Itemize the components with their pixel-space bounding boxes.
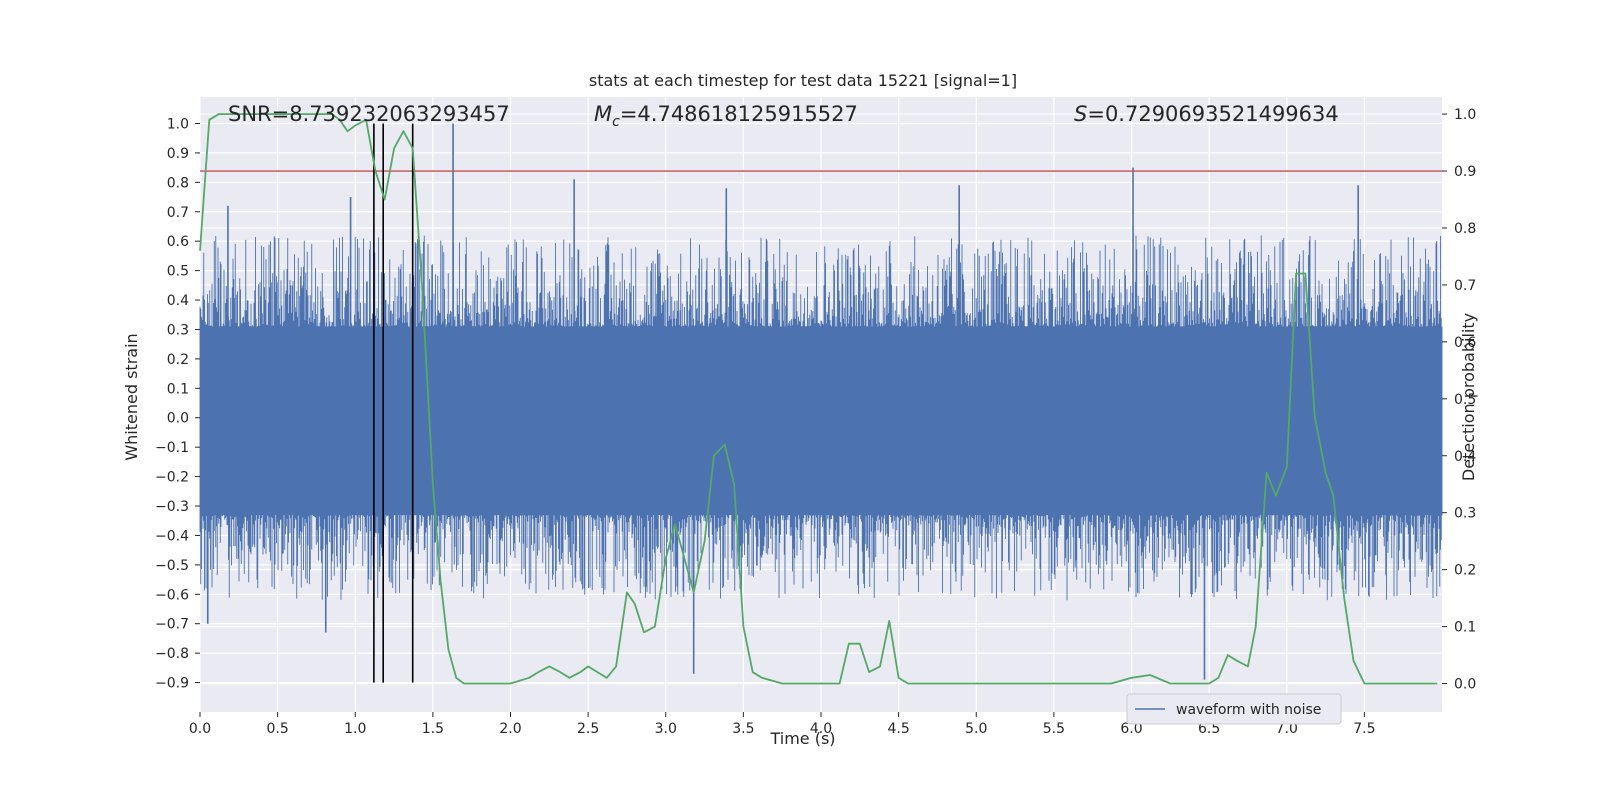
x-tick-label: 4.0 bbox=[810, 721, 832, 737]
y2-tick-label: 0.6 bbox=[1454, 335, 1476, 351]
chirp-mass-subscript: c bbox=[612, 114, 620, 130]
s-symbol: S bbox=[1074, 102, 1087, 126]
x-tick-label: 2.5 bbox=[577, 721, 599, 737]
y-tick-label: −0.1 bbox=[155, 440, 189, 456]
y-tick-label: 1.0 bbox=[167, 116, 189, 132]
snr-annotation: SNR=8.739232063293457 bbox=[228, 102, 510, 126]
y-tick-label: −0.6 bbox=[155, 587, 189, 603]
x-tick-label: 3.0 bbox=[655, 721, 677, 737]
y-tick-label: 0.3 bbox=[167, 322, 189, 338]
y-tick-label: 0.9 bbox=[167, 146, 189, 162]
chirp-mass-value: =4.748618125915527 bbox=[620, 102, 858, 126]
y-tick-label: −0.2 bbox=[155, 470, 189, 486]
y-tick-label: 0.0 bbox=[167, 411, 189, 427]
probability-series bbox=[199, 113, 1438, 685]
chart-title: stats at each timestep for test data 152… bbox=[589, 71, 1017, 90]
x-tick-label: 6.0 bbox=[1120, 721, 1142, 737]
x-tick-label: 5.5 bbox=[1043, 721, 1065, 737]
x-tick-label: 7.0 bbox=[1276, 721, 1298, 737]
y2-tick-label: 0.2 bbox=[1454, 563, 1476, 579]
y-tick-label: −0.8 bbox=[155, 646, 189, 662]
y2-tick-label: 0.7 bbox=[1454, 278, 1476, 294]
y-tick-label: 0.6 bbox=[167, 234, 189, 250]
y-tick-label: −0.3 bbox=[155, 499, 189, 515]
y-tick-label: −0.4 bbox=[155, 528, 189, 544]
y-tick-label: 0.1 bbox=[167, 381, 189, 397]
probability-line bbox=[199, 113, 1438, 685]
y-tick-label: 0.2 bbox=[167, 352, 189, 368]
y2-axis-label: Detection probability bbox=[1459, 313, 1478, 481]
x-tick-label: 2.0 bbox=[499, 721, 521, 737]
y-tick-label: 0.8 bbox=[167, 175, 189, 191]
x-tick-label: 1.5 bbox=[422, 721, 444, 737]
axes: 0.0 0.5 1.0 1.5 2.0 2.5 3.0 3.5 4.0 4.5 5.0 5.5 6.0 6… bbox=[155, 107, 1476, 737]
y2-tick-label: 0.1 bbox=[1454, 620, 1476, 636]
y2-tick-label: 0.8 bbox=[1454, 221, 1476, 237]
chirp-mass-annotation: Mc=4.748618125915527 bbox=[594, 102, 858, 130]
y-axis-label: Whitened strain bbox=[122, 333, 141, 460]
y2-tick-label: 0.5 bbox=[1454, 392, 1476, 408]
y2-tick-label: 0.9 bbox=[1454, 164, 1476, 180]
y-tick-label: 0.5 bbox=[167, 264, 189, 280]
x-axis-label: Time (s) bbox=[769, 729, 835, 748]
legend-box bbox=[1126, 693, 1342, 725]
y2-tick-label: 1.0 bbox=[1454, 107, 1476, 123]
vertical-markers bbox=[373, 123, 414, 683]
y-tick-label: 0.4 bbox=[167, 293, 189, 309]
y-tick-label: −0.7 bbox=[155, 617, 189, 633]
y-tick-label: −0.5 bbox=[155, 558, 189, 574]
x-tick-label: 6.5 bbox=[1198, 721, 1220, 737]
y2-tick-label: 0.0 bbox=[1454, 677, 1476, 693]
x-tick-label: 3.5 bbox=[732, 721, 754, 737]
legend-label-waveform: waveform with noise bbox=[1176, 702, 1321, 718]
s-value: =0.7290693521499634 bbox=[1087, 102, 1338, 126]
x-tick-label: 5.0 bbox=[965, 721, 987, 737]
waveform-line bbox=[199, 235, 1443, 601]
s-annotation: S=0.7290693521499634 bbox=[1074, 102, 1339, 126]
y2-tick-label: 0.4 bbox=[1454, 449, 1476, 465]
x-tick-label: 4.5 bbox=[887, 721, 909, 737]
x-tick-label: 7.5 bbox=[1353, 721, 1375, 737]
x-tick-label: 0.5 bbox=[266, 721, 288, 737]
x-tick-label: 1.0 bbox=[344, 721, 366, 737]
chirp-mass-symbol: M bbox=[594, 102, 612, 126]
waveform-series bbox=[199, 123, 1443, 680]
y2-tick-label: 0.3 bbox=[1454, 506, 1476, 522]
x-tick-label: 0.0 bbox=[189, 721, 211, 737]
legend: waveform with noise bbox=[1126, 693, 1342, 725]
y-tick-label: −0.9 bbox=[155, 676, 189, 692]
y-tick-label: 0.7 bbox=[167, 205, 189, 221]
